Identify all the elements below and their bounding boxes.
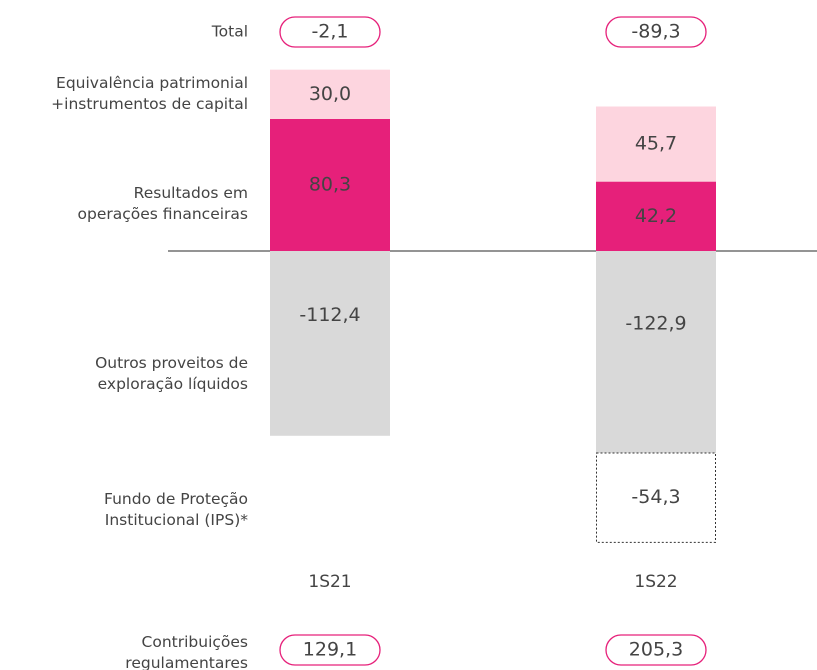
value-label: 30,0	[309, 83, 351, 105]
total-label: Total	[211, 22, 248, 41]
x-tick-label: 1S22	[634, 572, 677, 592]
value-label: -54,3	[631, 486, 680, 508]
bar-segment	[270, 69, 390, 119]
pill	[279, 634, 381, 666]
bar-segment	[596, 106, 716, 182]
pill-label: -89,3	[631, 21, 680, 43]
series-label: Resultados em operações financeiras	[77, 184, 249, 223]
series-label: Fundo de Proteção Institucional (IPS)*	[104, 490, 248, 529]
bar-segment	[270, 251, 390, 436]
bar-segment	[596, 181, 716, 251]
series-label: Outros proveitos de exploração líquidos	[95, 354, 248, 393]
bar-segment	[596, 251, 716, 454]
pill	[605, 634, 707, 666]
value-label: -112,4	[299, 304, 360, 326]
bar-segment	[270, 118, 390, 251]
pill-label: 129,1	[303, 639, 357, 661]
pill-label: 205,3	[629, 639, 683, 661]
pill	[605, 16, 707, 48]
pill	[279, 16, 381, 48]
value-label: -122,9	[625, 313, 686, 335]
pill-label: -2,1	[311, 21, 348, 43]
bar-segment	[596, 452, 716, 543]
contributions-label: Contribuições regulamentares	[125, 633, 248, 670]
value-label: 42,2	[635, 205, 677, 227]
value-label: 45,7	[635, 133, 677, 155]
value-label: 80,3	[309, 173, 351, 195]
series-label: Equivalência patrimonial +instrumentos d…	[51, 74, 248, 113]
x-tick-label: 1S21	[308, 572, 351, 592]
